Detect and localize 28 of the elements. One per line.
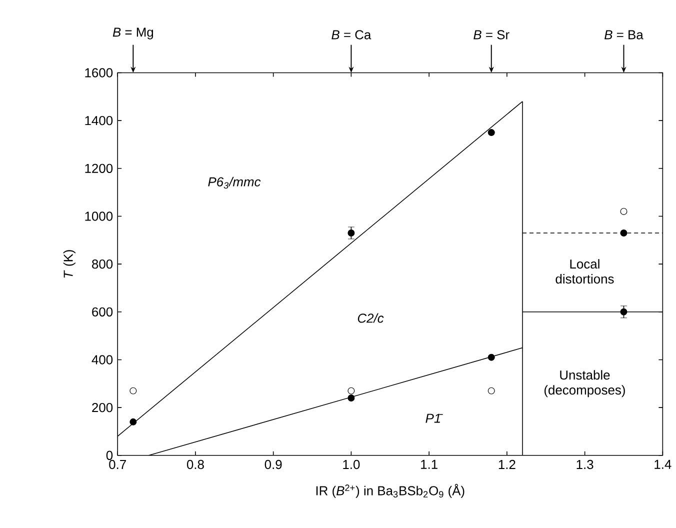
annotation: B = Ca <box>332 30 372 40</box>
annotation: B = Mg <box>112 28 154 40</box>
x-tick-label: 1.0 <box>343 460 360 470</box>
annotation: P6$_{3}$/mmc <box>208 176 261 189</box>
y-tick-label: 200 <box>92 402 113 412</box>
x-tick-label: 0.9 <box>264 460 282 470</box>
annotation: P1̄ <box>426 414 443 423</box>
y-tick-label: 400 <box>92 355 113 364</box>
y-tick-label: 1600 <box>85 68 113 78</box>
x-tick-label: 1.4 <box>654 460 672 469</box>
y-tick-label: 1200 <box>85 164 113 173</box>
y-tick-label: 0 <box>106 450 113 460</box>
y-tick-label: 800 <box>92 259 113 269</box>
text: IR (B$^{2+}$) in Ba$_{3}$BSb$_{2}$O$_{9}$ (Å) <box>316 484 464 498</box>
y-axis-title: T (K) <box>63 250 76 278</box>
annotation: Local distortions <box>556 259 614 284</box>
annotation: Unstable (decomposes) <box>544 370 625 398</box>
x-tick-label: 1.2 <box>498 460 516 469</box>
annotation: C2/c <box>358 313 384 323</box>
x-tick-label: 1.3 <box>576 460 594 470</box>
annotation: B = Sr <box>474 30 510 40</box>
x-tick-label: 1.1 <box>421 460 438 469</box>
y-tick-label: 1000 <box>85 212 113 221</box>
annotation: B = Ba <box>604 30 644 40</box>
x-tick-label: 0.8 <box>186 460 204 470</box>
y-tick-label: 1400 <box>85 116 113 126</box>
x-tick-label: 0.7 <box>109 460 126 470</box>
y-tick-label: 600 <box>92 307 113 316</box>
